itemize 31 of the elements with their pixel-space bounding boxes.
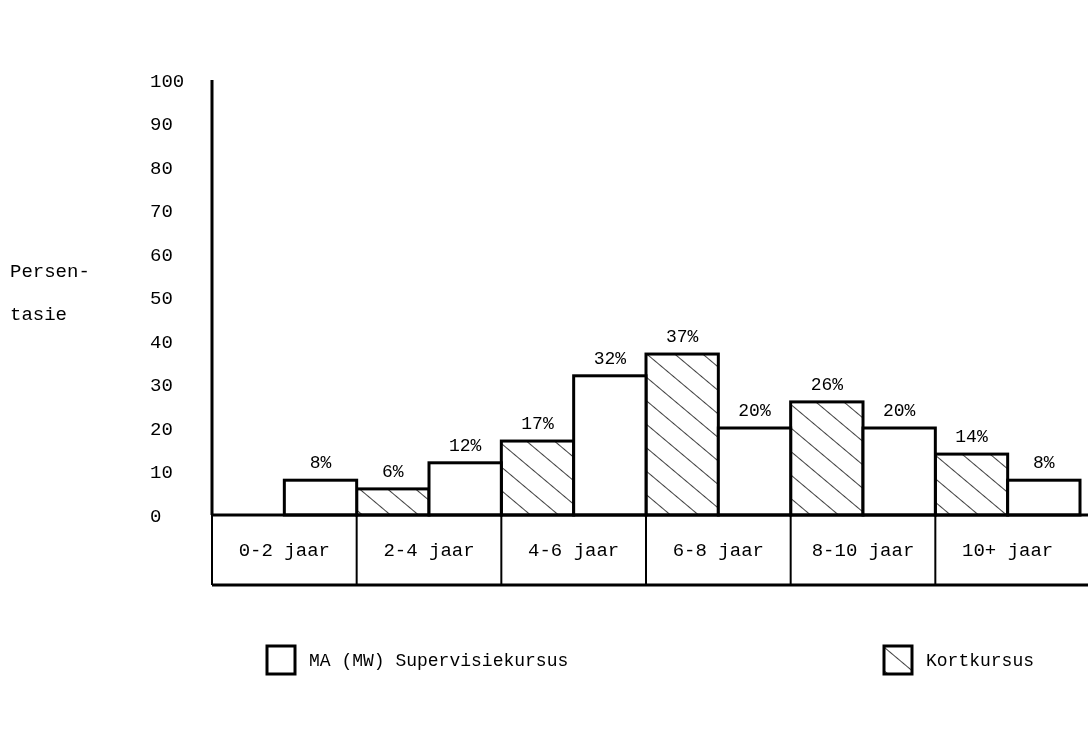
- x-tick-label: 2-4 jaar: [383, 540, 475, 562]
- y-tick-label: 50: [150, 288, 173, 311]
- legend-label: MA (MW) Supervisiekursus: [309, 651, 569, 671]
- y-tick-label: 100: [150, 70, 185, 93]
- data-label: 8%: [309, 453, 332, 474]
- y-tick-label: 80: [150, 157, 173, 180]
- y-tick-label: 30: [150, 375, 173, 398]
- x-tick-label: 8-10 jaar: [811, 540, 915, 562]
- y-axis-title: Persen- tasie: [10, 261, 90, 326]
- data-label: 8%: [1033, 453, 1055, 474]
- y-tick-label: 0: [150, 505, 162, 528]
- data-label: 14%: [955, 427, 988, 448]
- y-tick-label: 10: [150, 462, 173, 485]
- data-label: 26%: [810, 374, 844, 395]
- x-tick-label: 4-6 jaar: [528, 540, 620, 562]
- x-tick-label: 10+ jaar: [962, 540, 1054, 562]
- y-tick-label: 70: [150, 201, 173, 224]
- x-tick-label: 6-8 jaar: [672, 540, 764, 562]
- y-tick-label: 40: [150, 331, 173, 354]
- y-tick-label: 60: [150, 244, 173, 267]
- data-label: 20%: [738, 401, 771, 421]
- x-tick-label: 0-2 jaar: [238, 540, 330, 562]
- data-label: 32%: [593, 348, 627, 369]
- data-label: 6%: [382, 461, 404, 482]
- data-label: 37%: [665, 327, 699, 348]
- data-label: 12%: [448, 435, 482, 456]
- y-tick-label: 20: [150, 418, 173, 441]
- data-label: 17%: [521, 414, 554, 435]
- y-tick-label: 90: [150, 114, 173, 137]
- legend-label: Kortkursus: [926, 651, 1035, 671]
- data-label: 20%: [882, 401, 916, 421]
